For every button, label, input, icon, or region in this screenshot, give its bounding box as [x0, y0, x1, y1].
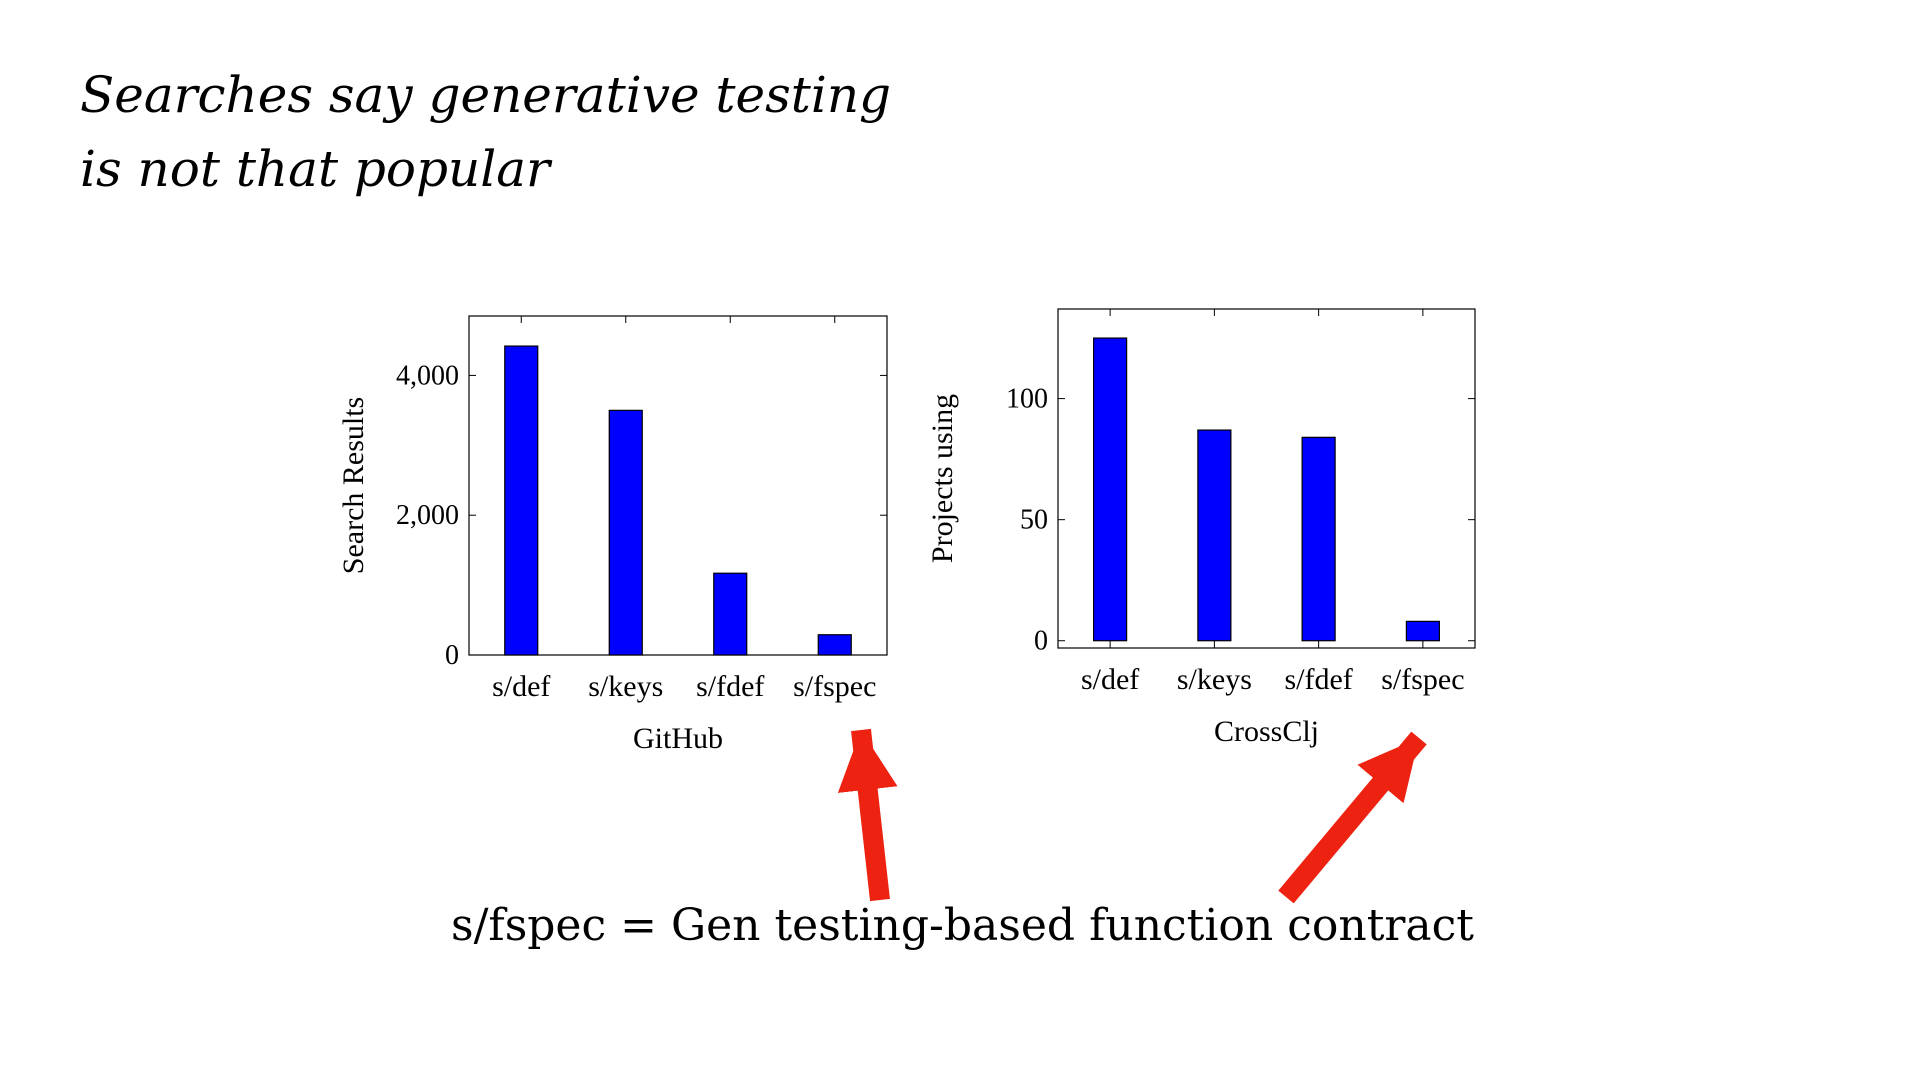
title-line-2: is not that popular — [80, 140, 550, 198]
github-category-label: s/def — [492, 670, 550, 703]
github-ytick-label: 2,000 — [396, 500, 459, 531]
github-category-label: s/fspec — [793, 670, 876, 703]
arrow-to-crossclj-fspec — [1278, 731, 1427, 904]
crossclj-x-axis-label: CrossClj — [1214, 715, 1319, 748]
github-bar-s-fspec — [817, 634, 852, 656]
crossclj-ytick-label: 0 — [1034, 626, 1048, 657]
github-category-label: s/keys — [588, 670, 663, 703]
crossclj-bar-s-fspec — [1405, 620, 1440, 642]
crossclj-bar-s-def — [1093, 337, 1128, 642]
github-bar-s-fdef — [713, 572, 748, 656]
github-ytick-label: 0 — [445, 640, 459, 671]
crossclj-category-label: s/def — [1081, 663, 1139, 696]
crossclj-category-label: s/fspec — [1381, 663, 1464, 696]
crossclj-category-label: s/keys — [1177, 663, 1252, 696]
github-bar-s-keys — [608, 409, 643, 656]
crossclj-bar-s-keys — [1197, 429, 1232, 642]
crossclj-y-axis-label: Projects using — [926, 394, 959, 563]
github-plot-frame — [468, 315, 888, 656]
github-category-label: s/fdef — [696, 670, 764, 703]
github-ytick-label: 4,000 — [396, 360, 459, 391]
github-x-axis-label: GitHub — [633, 722, 723, 755]
github-bar-s-def — [504, 345, 539, 656]
crossclj-ytick-label: 50 — [1020, 505, 1048, 536]
arrow-to-github-fspec — [837, 728, 898, 902]
crossclj-category-label: s/fdef — [1284, 663, 1352, 696]
slide-caption: s/fspec = Gen testing-based function con… — [451, 900, 1474, 951]
crossclj-chart: 0 50 100 s/def s/keys s/fdef s/fspec CrossClj Pr… — [926, 308, 1476, 748]
crossclj-ytick-label: 100 — [1006, 384, 1048, 415]
slide-title: Searches say generative testing is not t… — [80, 58, 891, 206]
title-line-1: Searches say generative testing — [80, 66, 892, 124]
crossclj-bar-s-fdef — [1301, 436, 1336, 642]
crossclj-plot-frame — [1057, 308, 1476, 649]
github-chart: 0 2,000 4,000 s/def s/keys s/fdef s/fspec GitHu… — [337, 315, 888, 755]
github-y-axis-label: Search Results — [337, 397, 370, 574]
annotation-arrows — [837, 728, 1427, 904]
